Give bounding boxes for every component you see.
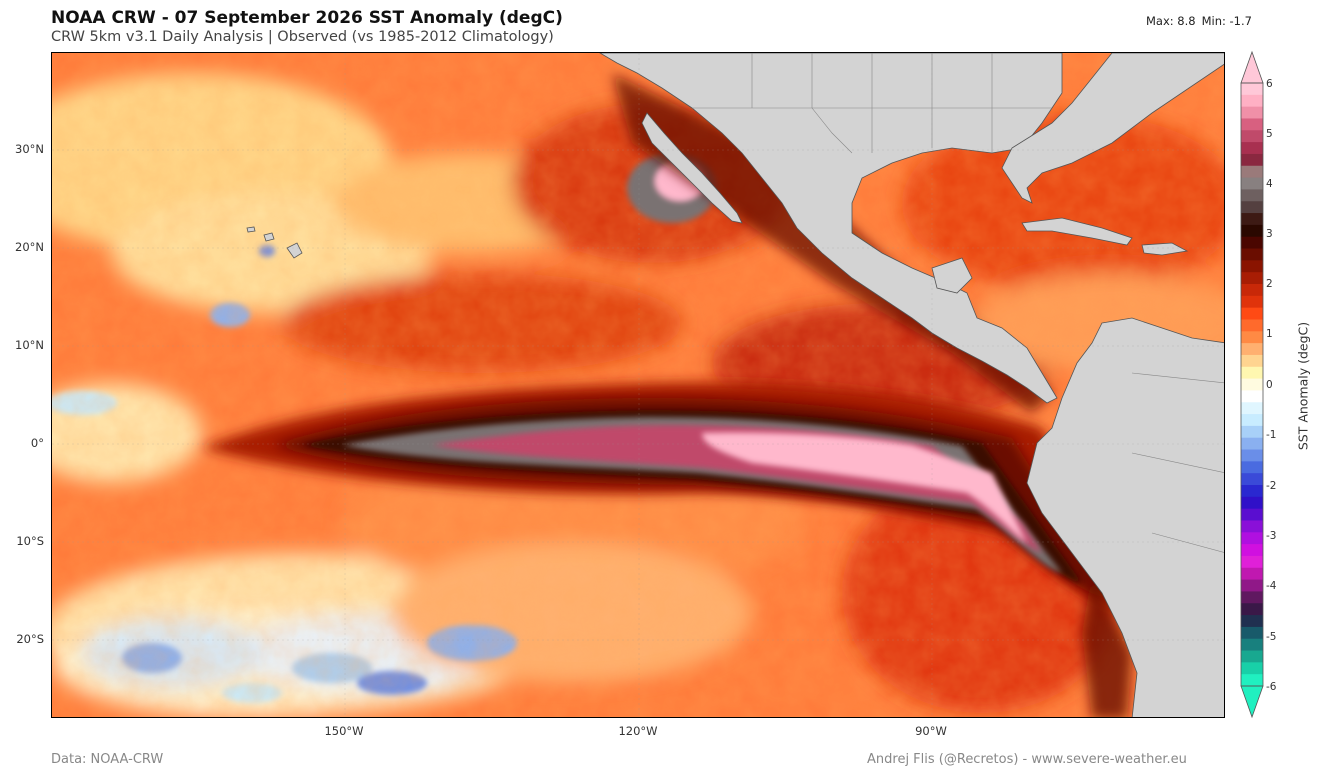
colorbar-segment xyxy=(1241,189,1263,202)
equatorial-tongue xyxy=(202,382,1127,613)
colorbar-tick: -6 xyxy=(1266,681,1277,693)
colorbar-tick: 1 xyxy=(1266,328,1273,340)
colorbar-segment xyxy=(1241,366,1263,380)
colorbar-segment xyxy=(1241,331,1263,344)
colorbar-segment xyxy=(1241,260,1263,273)
colorbar-tick: 6 xyxy=(1266,78,1273,90)
colorbar-segment xyxy=(1241,496,1263,510)
colorbar-tick: -5 xyxy=(1266,631,1277,643)
colorbar-segment xyxy=(1241,650,1263,663)
colorbar-segment xyxy=(1241,591,1263,604)
max-min-readout: Max: 8.8 Min: -1.7 xyxy=(1146,14,1258,28)
author-credit: Andrej Flis (@Recretos) - www.severe-wea… xyxy=(867,752,1187,767)
lat-label-10s: 10°S xyxy=(16,534,44,548)
colorbar-segment xyxy=(1241,615,1263,628)
colorbar-segment xyxy=(1241,402,1263,415)
colorbar-segment xyxy=(1241,295,1263,309)
colorbar-segment xyxy=(1241,638,1263,652)
sst-anomaly-map xyxy=(51,52,1225,718)
colorbar-segment xyxy=(1241,449,1263,462)
colorbar-segment xyxy=(1241,307,1263,321)
colorbar-tick: 3 xyxy=(1266,228,1273,240)
colorbar-segment xyxy=(1241,414,1263,427)
colorbar-segment xyxy=(1241,236,1263,250)
min-value: Min: -1.7 xyxy=(1201,14,1252,28)
colorbar-tick: 2 xyxy=(1266,278,1273,290)
colorbar-segment xyxy=(1241,153,1263,167)
colorbar-segment xyxy=(1241,343,1263,356)
colorbar xyxy=(1240,50,1264,719)
colorbar-segment xyxy=(1241,603,1263,616)
colorbar-segment xyxy=(1241,248,1263,261)
colorbar-segment xyxy=(1241,142,1263,155)
lat-label-30n: 30°N xyxy=(15,142,44,156)
colorbar-segment xyxy=(1241,106,1263,120)
colorbar-segment xyxy=(1241,118,1263,131)
colorbar-segments xyxy=(1241,83,1263,687)
data-source: Data: NOAA-CRW xyxy=(51,752,164,767)
lon-label-90w: 90°W xyxy=(915,724,947,738)
colorbar-segment xyxy=(1241,94,1263,108)
map-subtitle: CRW 5km v3.1 Daily Analysis | Observed (… xyxy=(51,29,554,45)
colorbar-segment xyxy=(1241,378,1263,392)
lat-label-20s: 20°S xyxy=(16,632,44,646)
colorbar-segment xyxy=(1241,425,1263,439)
colorbar-segment xyxy=(1241,544,1263,557)
colorbar-segment xyxy=(1241,284,1263,297)
colorbar-segment xyxy=(1241,461,1263,474)
colorbar-tick: -1 xyxy=(1266,429,1277,441)
colorbar-bottom-arrow xyxy=(1240,685,1264,719)
max-value: Max: 8.8 xyxy=(1146,14,1196,28)
lat-label-20n: 20°N xyxy=(15,240,44,254)
colorbar-segment xyxy=(1241,272,1263,285)
colorbar-segment xyxy=(1241,213,1263,226)
colorbar-segment xyxy=(1241,165,1263,179)
colorbar-top-arrow xyxy=(1240,50,1264,84)
colorbar-tick: -4 xyxy=(1266,580,1277,592)
land xyxy=(246,53,1224,717)
lon-label-150w: 150°W xyxy=(324,724,364,738)
graticule xyxy=(52,53,1224,717)
colorbar-segment xyxy=(1241,224,1263,238)
colorbar-tick: 5 xyxy=(1266,128,1273,140)
colorbar-segment xyxy=(1241,567,1263,581)
colorbar-segment xyxy=(1241,485,1263,498)
colorbar-segment xyxy=(1241,390,1263,403)
colorbar-tick: -3 xyxy=(1266,530,1277,542)
colorbar-segment xyxy=(1241,319,1263,332)
colorbar-segment xyxy=(1241,437,1263,451)
lon-label-120w: 120°W xyxy=(618,724,658,738)
colorbar-segment xyxy=(1241,354,1263,368)
colorbar-segment xyxy=(1241,508,1263,522)
colorbar-tick: -2 xyxy=(1266,480,1277,492)
colorbar-tick: 0 xyxy=(1266,379,1273,391)
colorbar-segment xyxy=(1241,201,1263,214)
colorbar-segment xyxy=(1241,520,1263,533)
colorbar-segment xyxy=(1241,662,1263,675)
map-title: NOAA CRW - 07 September 2026 SST Anomaly… xyxy=(51,8,563,28)
colorbar-segment xyxy=(1241,674,1263,687)
colorbar-segment xyxy=(1241,177,1263,191)
colorbar-segment xyxy=(1241,626,1263,640)
colorbar-segment xyxy=(1241,83,1263,96)
map-canvas xyxy=(52,53,1224,717)
colorbar-segment xyxy=(1241,473,1263,486)
colorbar-label: SST Anomaly (degC) xyxy=(1295,321,1311,451)
colorbar-segment xyxy=(1241,130,1263,143)
lat-label-equator: 0° xyxy=(30,436,44,450)
colorbar-segment xyxy=(1241,532,1263,545)
colorbar-tick: 4 xyxy=(1266,178,1273,190)
lat-label-10n: 10°N xyxy=(15,338,44,352)
colorbar-segment xyxy=(1241,555,1263,569)
colorbar-segment xyxy=(1241,579,1263,593)
